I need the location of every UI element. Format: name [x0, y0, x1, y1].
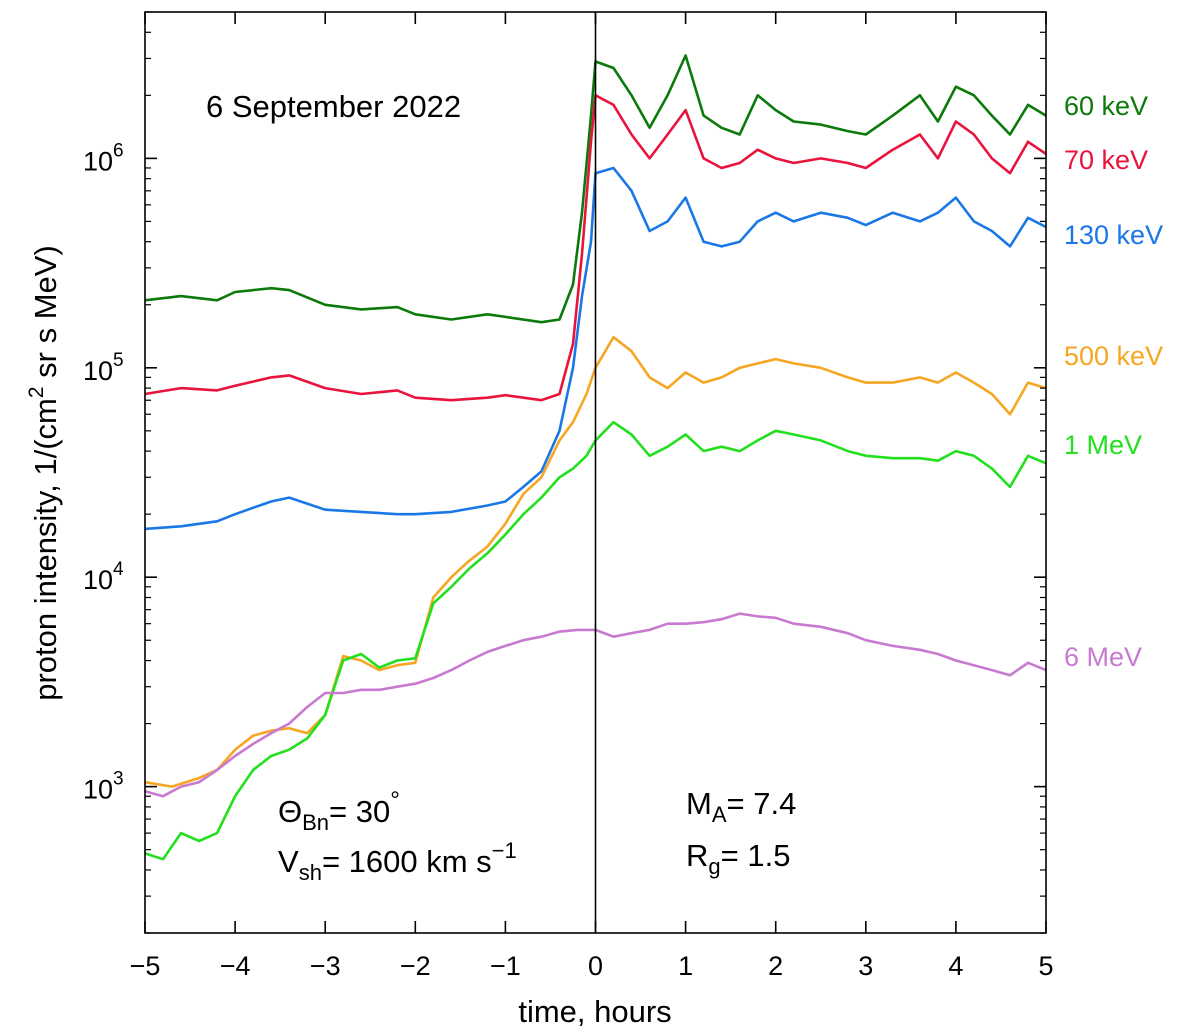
series-label: 70 keV — [1064, 145, 1148, 175]
series-layer — [144, 54, 1047, 861]
series-line-500-kev — [144, 335, 1047, 788]
y-tick-label: 103 — [83, 769, 124, 805]
compression-annotation: Rg= 1.5 — [686, 838, 790, 879]
theta-annotation: ΘBn= 30° — [278, 787, 400, 835]
x-tick-label: −3 — [310, 951, 341, 981]
tick-layer: −5 −4 −3 −2 −1 0 1 2 3 4 5 103 104 105 106 — [83, 11, 1054, 981]
x-tick-label: 5 — [1038, 951, 1053, 981]
series-line-130-kev — [144, 166, 1047, 531]
x-tick-label: 2 — [768, 951, 783, 981]
y-axis-label: proton intensity, 1/(cm2 sr s MeV) — [25, 245, 63, 701]
y-tick-label: 106 — [83, 140, 124, 176]
x-axis-label: time, hours — [518, 994, 671, 1029]
x-tick-label: 4 — [948, 951, 963, 981]
series-line-60-kev — [144, 54, 1047, 324]
chart-title: 6 September 2022 — [206, 89, 461, 124]
series-label-layer: 60 keV 70 keV 130 keV 500 keV 1 MeV 6 MeV — [1064, 91, 1163, 672]
x-tick-label: −1 — [490, 951, 521, 981]
series-label: 1 MeV — [1064, 430, 1142, 460]
x-tick-label: −5 — [130, 951, 161, 981]
x-tick-label: −4 — [220, 951, 251, 981]
series-line-1-mev — [144, 420, 1047, 861]
y-tick-label: 104 — [83, 559, 124, 595]
mach-annotation: MA= 7.4 — [686, 786, 796, 827]
series-label: 130 keV — [1064, 220, 1163, 250]
series-label: 500 keV — [1064, 341, 1163, 371]
series-line-70-kev — [144, 94, 1047, 402]
x-tick-label: 1 — [678, 951, 693, 981]
x-tick-label: 0 — [588, 951, 603, 981]
shock-speed-annotation: Vsh= 1600 km s−1 — [278, 838, 517, 885]
x-tick-label: 3 — [858, 951, 873, 981]
y-tick-label: 105 — [83, 350, 124, 386]
series-line-6-mev — [144, 612, 1047, 798]
x-tick-label: −2 — [400, 951, 431, 981]
series-label: 6 MeV — [1064, 642, 1142, 672]
series-label: 60 keV — [1064, 91, 1148, 121]
